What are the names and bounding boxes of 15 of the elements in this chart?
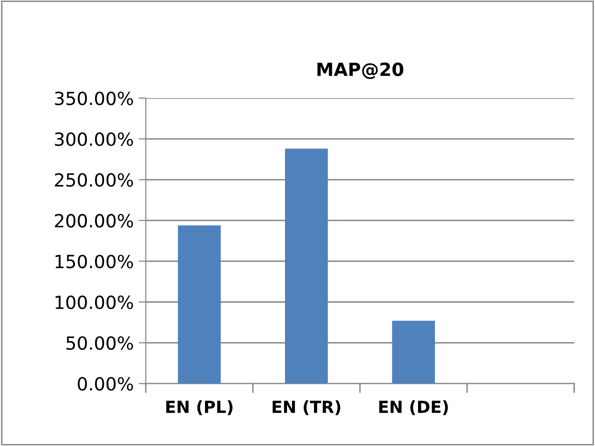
y-tick-label: 300.00% (55, 132, 133, 146)
bar (285, 148, 328, 384)
y-tick-label: 0.00% (78, 377, 133, 391)
x-tick-label: EN (PL) (166, 400, 232, 416)
y-tick-label: 50.00% (66, 336, 133, 350)
chart-title: MAP@20 (317, 62, 404, 80)
y-tick-label: 250.00% (54, 173, 133, 187)
x-tick-label: EN (DE) (379, 400, 448, 416)
bar (392, 320, 435, 384)
y-tick-label: 100.00% (56, 295, 133, 310)
y-tick-label: 350.00% (55, 92, 133, 106)
y-tick-label: 150.00% (56, 254, 133, 268)
x-tick-label: EN (TR) (272, 400, 340, 416)
bar (178, 225, 221, 384)
y-tick-label: 200.00% (54, 214, 133, 228)
